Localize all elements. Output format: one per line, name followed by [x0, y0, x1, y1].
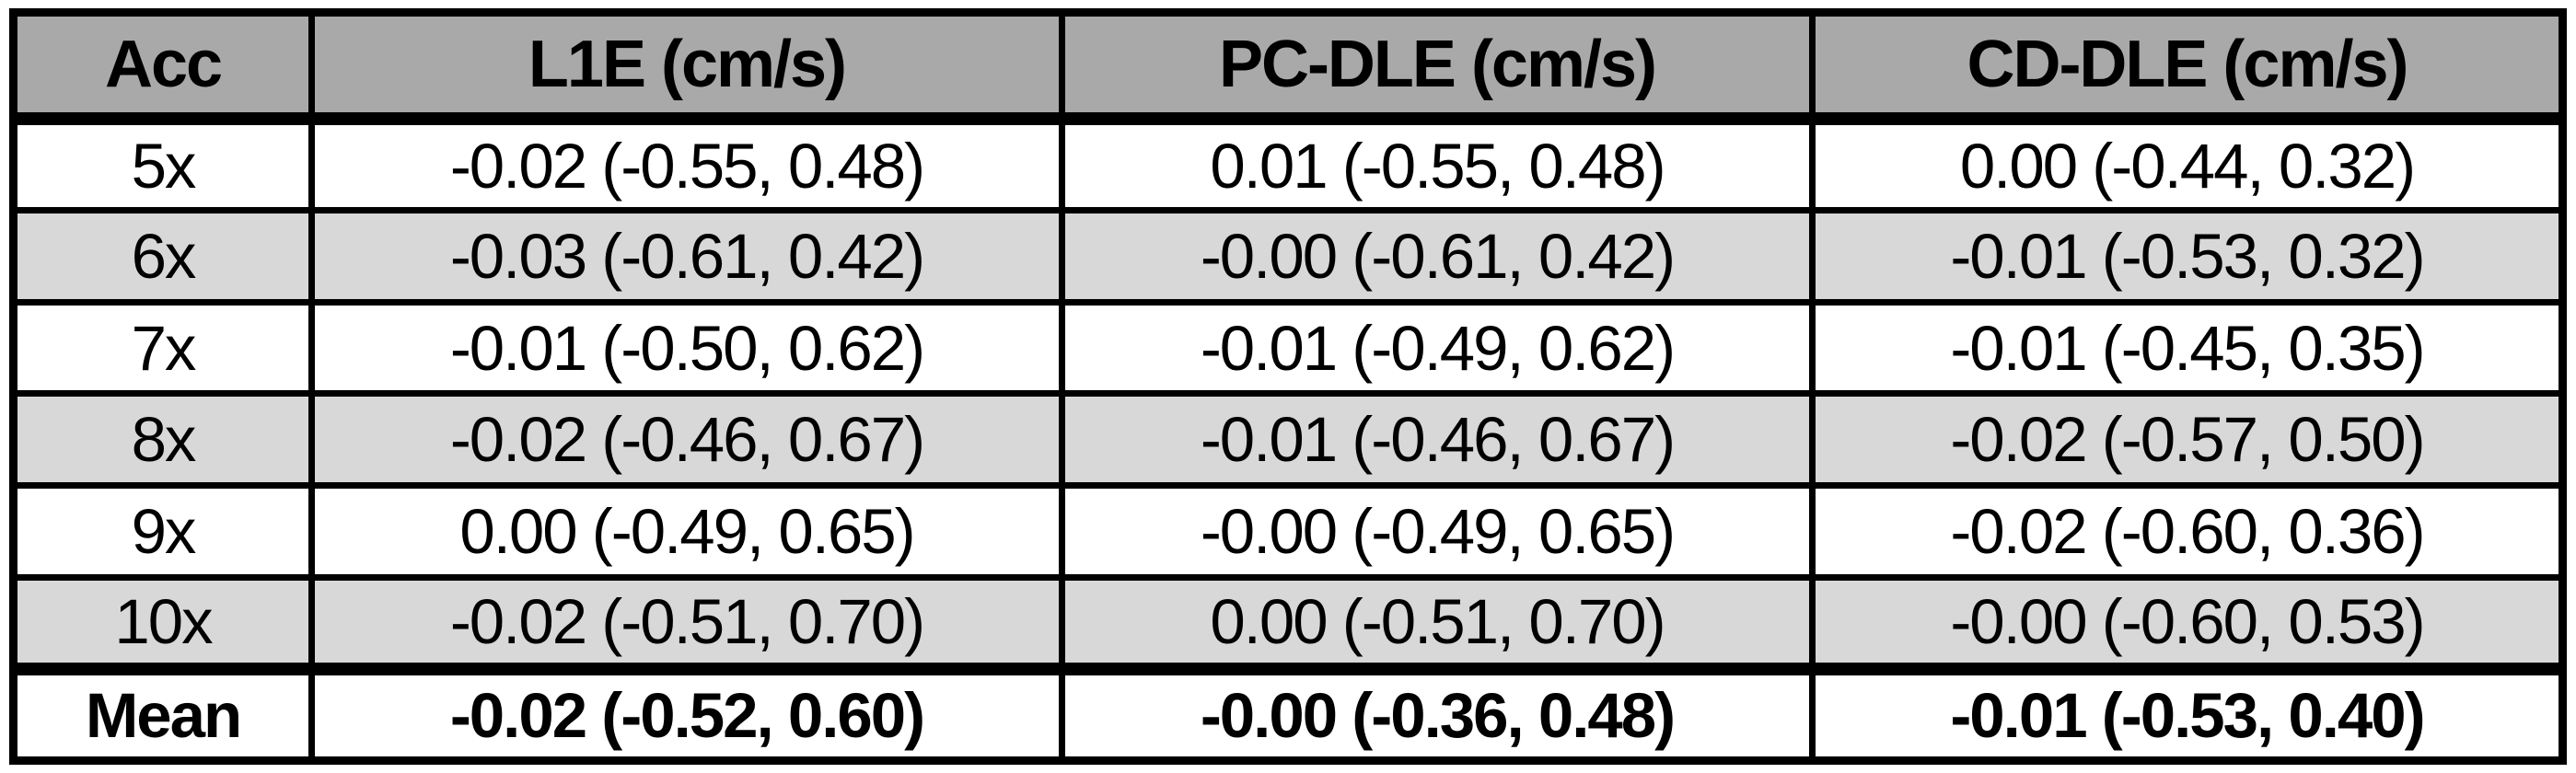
cell-pc-dle: 0.01 (-0.55, 0.48): [1058, 115, 1816, 214]
table-row-6x: 6x -0.03 (-0.61, 0.42) -0.00 (-0.61, 0.4…: [10, 207, 2567, 306]
cell-cd-dle: 0.00 (-0.44, 0.32): [1808, 115, 2567, 214]
cell-acc: 6x: [10, 207, 315, 306]
cell-l1e: -0.02 (-0.46, 0.67): [308, 390, 1065, 490]
cell-cd-dle: -0.01 (-0.45, 0.35): [1808, 298, 2567, 398]
cell-acc: Mean: [10, 662, 315, 764]
cell-cd-dle: -0.02 (-0.60, 0.36): [1808, 482, 2567, 581]
cell-pc-dle: -0.00 (-0.49, 0.65): [1058, 482, 1816, 581]
table-row-10x: 10x -0.02 (-0.51, 0.70) 0.00 (-0.51, 0.7…: [10, 573, 2567, 673]
header-cell-l1e: L1E (cm/s): [308, 9, 1065, 125]
cell-pc-dle: -0.00 (-0.36, 0.48): [1058, 662, 1816, 764]
table-row-mean: Mean -0.02 (-0.52, 0.60) -0.00 (-0.36, 0…: [10, 662, 2567, 764]
header-row: Acc L1E (cm/s) PC-DLE (cm/s) CD-DLE (cm/…: [10, 9, 2567, 125]
cell-cd-dle: -0.02 (-0.57, 0.50): [1808, 390, 2567, 490]
cell-l1e: 0.00 (-0.49, 0.65): [308, 482, 1065, 581]
cell-l1e: -0.02 (-0.52, 0.60): [308, 662, 1065, 764]
cell-pc-dle: -0.01 (-0.49, 0.62): [1058, 298, 1816, 398]
table-row-8x: 8x -0.02 (-0.46, 0.67) -0.01 (-0.46, 0.6…: [10, 390, 2567, 490]
cell-acc: 9x: [10, 482, 315, 581]
cell-l1e: -0.03 (-0.61, 0.42): [308, 207, 1065, 306]
header-cell-acc: Acc: [10, 9, 315, 125]
cell-acc: 7x: [10, 298, 315, 398]
table-row-5x: 5x -0.02 (-0.55, 0.48) 0.01 (-0.55, 0.48…: [10, 115, 2567, 214]
header-cell-cd-dle: CD-DLE (cm/s): [1808, 9, 2567, 125]
header-cell-pc-dle: PC-DLE (cm/s): [1058, 9, 1816, 125]
cell-acc: 10x: [10, 573, 315, 673]
cell-l1e: -0.01 (-0.50, 0.62): [308, 298, 1065, 398]
cell-pc-dle: -0.01 (-0.46, 0.67): [1058, 390, 1816, 490]
cell-pc-dle: 0.00 (-0.51, 0.70): [1058, 573, 1816, 673]
cell-l1e: -0.02 (-0.51, 0.70): [308, 573, 1065, 673]
cell-l1e: -0.02 (-0.55, 0.48): [308, 115, 1065, 214]
table-row-7x: 7x -0.01 (-0.50, 0.62) -0.01 (-0.49, 0.6…: [10, 298, 2567, 398]
cell-pc-dle: -0.00 (-0.61, 0.42): [1058, 207, 1816, 306]
cell-acc: 5x: [10, 115, 315, 214]
table-row-9x: 9x 0.00 (-0.49, 0.65) -0.00 (-0.49, 0.65…: [10, 482, 2567, 581]
cell-acc: 8x: [10, 390, 315, 490]
cell-cd-dle: -0.01 (-0.53, 0.40): [1808, 662, 2567, 764]
cell-cd-dle: -0.00 (-0.60, 0.53): [1808, 573, 2567, 673]
cell-cd-dle: -0.01 (-0.53, 0.32): [1808, 207, 2567, 306]
results-table: Acc L1E (cm/s) PC-DLE (cm/s) CD-DLE (cm/…: [9, 8, 2567, 765]
